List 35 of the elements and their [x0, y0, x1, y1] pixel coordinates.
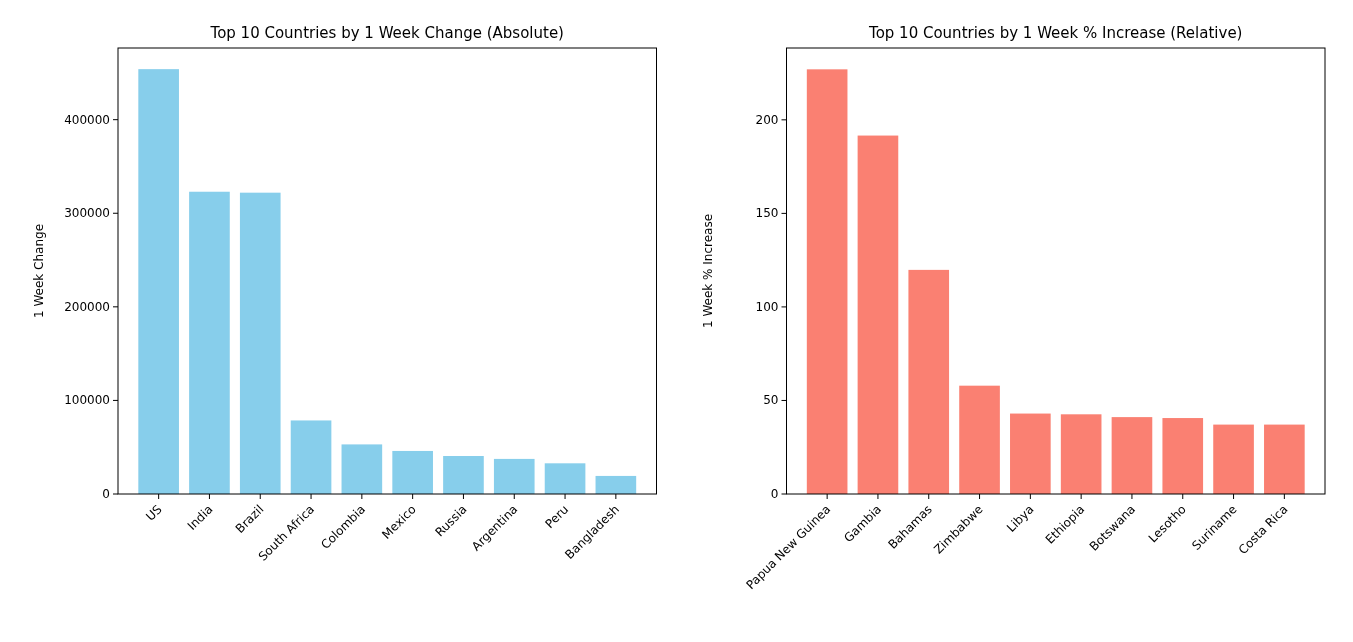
y-axis-title: 1 Week % Increase: [700, 213, 715, 329]
bar: [1264, 424, 1305, 494]
bar: [1010, 413, 1051, 494]
bar: [544, 463, 586, 494]
chart-title: Top 10 Countries by 1 Week Change (Absolute): [209, 24, 564, 42]
bar: [138, 69, 179, 494]
bar: [341, 444, 383, 494]
bar: [1213, 424, 1254, 494]
bar: [908, 269, 950, 494]
x-tick-label: US: [143, 502, 165, 524]
y-tick-label: 200000: [64, 299, 110, 314]
y-tick-label: 0: [102, 486, 110, 501]
bar: [595, 475, 637, 494]
bar: [189, 191, 230, 494]
bar: [959, 385, 1000, 494]
y-tick-label: 200: [755, 112, 779, 127]
y-tick-label: 100: [755, 299, 779, 314]
y-tick-label: 150: [755, 206, 779, 221]
bar: [857, 135, 899, 494]
bar: [392, 450, 433, 494]
y-tick-label: 100000: [64, 393, 110, 408]
y-axis-title: 1 Week Change: [32, 223, 46, 319]
bar: [1060, 414, 1102, 494]
y-tick-label: 300000: [64, 206, 110, 221]
bar: [1111, 417, 1153, 494]
bar: [806, 69, 848, 494]
bar: [1162, 418, 1204, 494]
bar: [239, 192, 281, 494]
chart-title: Top 10 Countries by 1 Week % Increase (Relative): [868, 24, 1243, 42]
bar: [493, 458, 535, 494]
y-tick-label: 400000: [64, 112, 110, 127]
bar: [290, 420, 332, 494]
y-tick-label: 50: [763, 393, 779, 408]
y-tick-label: 0: [770, 486, 779, 501]
bar: [443, 456, 484, 494]
